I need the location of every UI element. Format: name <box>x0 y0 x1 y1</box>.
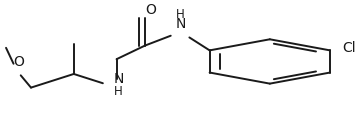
Text: O: O <box>13 55 24 69</box>
Text: N: N <box>176 17 186 31</box>
Text: H: H <box>176 7 185 21</box>
Text: Cl: Cl <box>342 41 356 55</box>
Text: H: H <box>114 85 123 98</box>
Text: N: N <box>113 72 123 87</box>
Text: O: O <box>145 3 156 17</box>
